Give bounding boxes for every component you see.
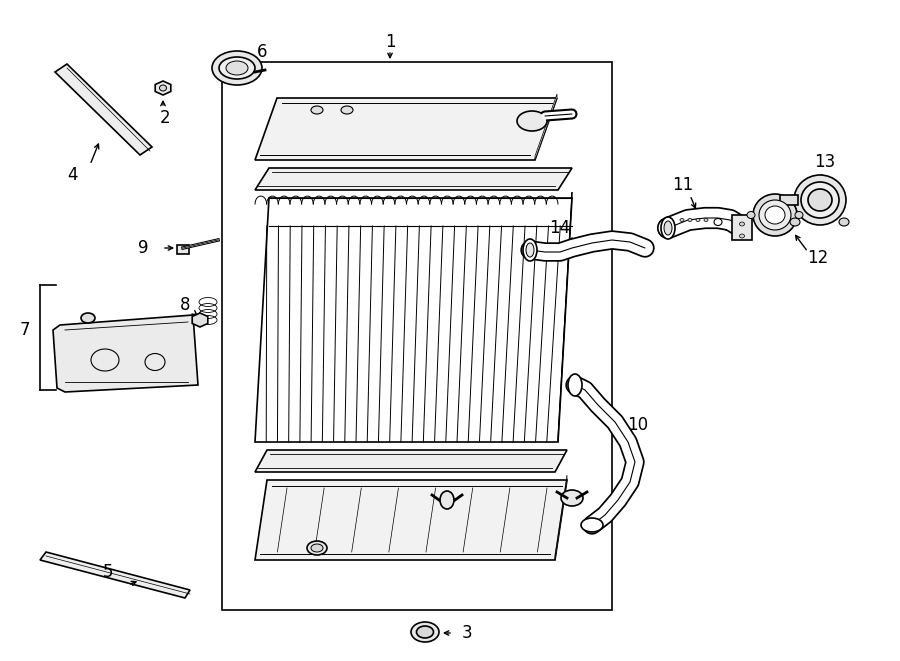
Bar xyxy=(780,195,798,205)
Polygon shape xyxy=(255,98,557,160)
Ellipse shape xyxy=(159,85,166,91)
Ellipse shape xyxy=(341,106,353,114)
Polygon shape xyxy=(255,168,572,190)
Bar xyxy=(222,62,612,610)
Text: 3: 3 xyxy=(462,624,472,642)
Polygon shape xyxy=(535,94,557,160)
Ellipse shape xyxy=(740,234,744,238)
Polygon shape xyxy=(53,315,198,392)
Ellipse shape xyxy=(759,200,791,230)
Ellipse shape xyxy=(581,518,603,532)
Text: 11: 11 xyxy=(672,176,694,194)
Ellipse shape xyxy=(219,57,255,79)
Text: 4: 4 xyxy=(67,166,77,184)
Text: 12: 12 xyxy=(807,249,829,267)
Polygon shape xyxy=(55,64,152,155)
Polygon shape xyxy=(155,81,171,95)
Ellipse shape xyxy=(212,51,262,85)
Ellipse shape xyxy=(526,243,534,257)
Ellipse shape xyxy=(680,219,684,221)
Ellipse shape xyxy=(661,217,675,239)
Ellipse shape xyxy=(517,111,547,131)
Ellipse shape xyxy=(839,218,849,226)
Text: 8: 8 xyxy=(180,296,190,314)
Ellipse shape xyxy=(696,219,700,221)
Ellipse shape xyxy=(440,491,454,509)
Text: 10: 10 xyxy=(627,416,649,434)
Polygon shape xyxy=(732,215,752,240)
Bar xyxy=(177,245,189,254)
Text: 9: 9 xyxy=(138,239,148,257)
Polygon shape xyxy=(558,192,572,442)
Ellipse shape xyxy=(794,175,846,225)
Ellipse shape xyxy=(765,206,785,224)
Polygon shape xyxy=(255,198,572,442)
Ellipse shape xyxy=(417,626,434,638)
Ellipse shape xyxy=(740,222,744,226)
Ellipse shape xyxy=(688,219,692,221)
Polygon shape xyxy=(555,475,567,560)
Ellipse shape xyxy=(411,622,439,642)
Ellipse shape xyxy=(704,219,708,221)
Ellipse shape xyxy=(311,106,323,114)
Ellipse shape xyxy=(753,194,797,236)
Text: 14: 14 xyxy=(549,219,571,237)
Ellipse shape xyxy=(311,544,323,552)
Polygon shape xyxy=(255,480,567,560)
Text: 6: 6 xyxy=(256,43,267,61)
Text: 1: 1 xyxy=(384,33,395,51)
Ellipse shape xyxy=(226,61,248,75)
Text: 2: 2 xyxy=(159,109,170,127)
Text: 13: 13 xyxy=(814,153,835,171)
Text: 7: 7 xyxy=(20,321,31,339)
Ellipse shape xyxy=(561,490,583,506)
Ellipse shape xyxy=(664,221,672,235)
Ellipse shape xyxy=(801,182,839,218)
Ellipse shape xyxy=(307,541,327,555)
Polygon shape xyxy=(40,552,190,598)
Ellipse shape xyxy=(523,239,537,261)
Ellipse shape xyxy=(747,212,755,219)
Ellipse shape xyxy=(808,189,832,211)
Text: 5: 5 xyxy=(103,563,113,581)
Ellipse shape xyxy=(790,218,800,226)
Ellipse shape xyxy=(795,212,803,219)
Polygon shape xyxy=(255,450,567,472)
Ellipse shape xyxy=(568,374,582,396)
Polygon shape xyxy=(193,313,208,327)
Ellipse shape xyxy=(81,313,95,323)
